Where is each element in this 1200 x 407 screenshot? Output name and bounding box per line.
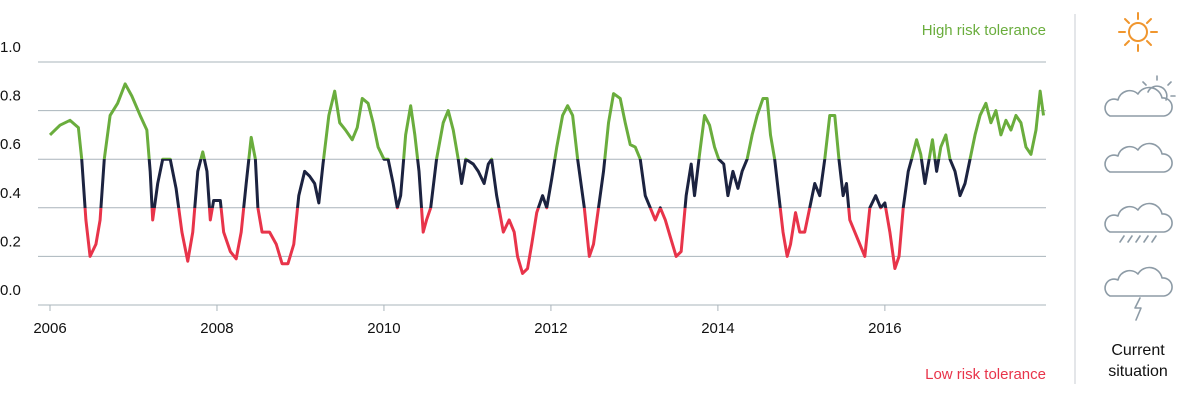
x-tick-label: 2010 <box>367 320 400 337</box>
y-tick-label: 0.6 <box>0 136 21 153</box>
x-tick-label: 2014 <box>701 320 734 337</box>
y-tick-label: 0.8 <box>0 88 21 105</box>
partly-cloudy-icon <box>1104 75 1176 117</box>
x-tick-label: 2012 <box>534 320 567 337</box>
annotation-low: Low risk tolerance <box>925 366 1046 383</box>
rain-icon <box>1104 202 1173 243</box>
y-tick-label: 1.0 <box>0 39 21 56</box>
y-tick-label: 0.4 <box>0 185 21 202</box>
y-tick-label: 0.2 <box>0 233 21 250</box>
x-tick-label: 2008 <box>200 320 233 337</box>
risk-line <box>48 82 1045 275</box>
sun-icon <box>1118 12 1158 52</box>
annotation-high: High risk tolerance <box>922 22 1046 39</box>
thunder-icon <box>1104 266 1173 321</box>
x-tick-label: 2016 <box>868 320 901 337</box>
x-tick-label: 2006 <box>33 320 66 337</box>
y-tick-label: 0.0 <box>0 282 21 299</box>
cloudy-icon <box>1104 142 1173 173</box>
side-label: Current situation <box>1108 342 1168 380</box>
